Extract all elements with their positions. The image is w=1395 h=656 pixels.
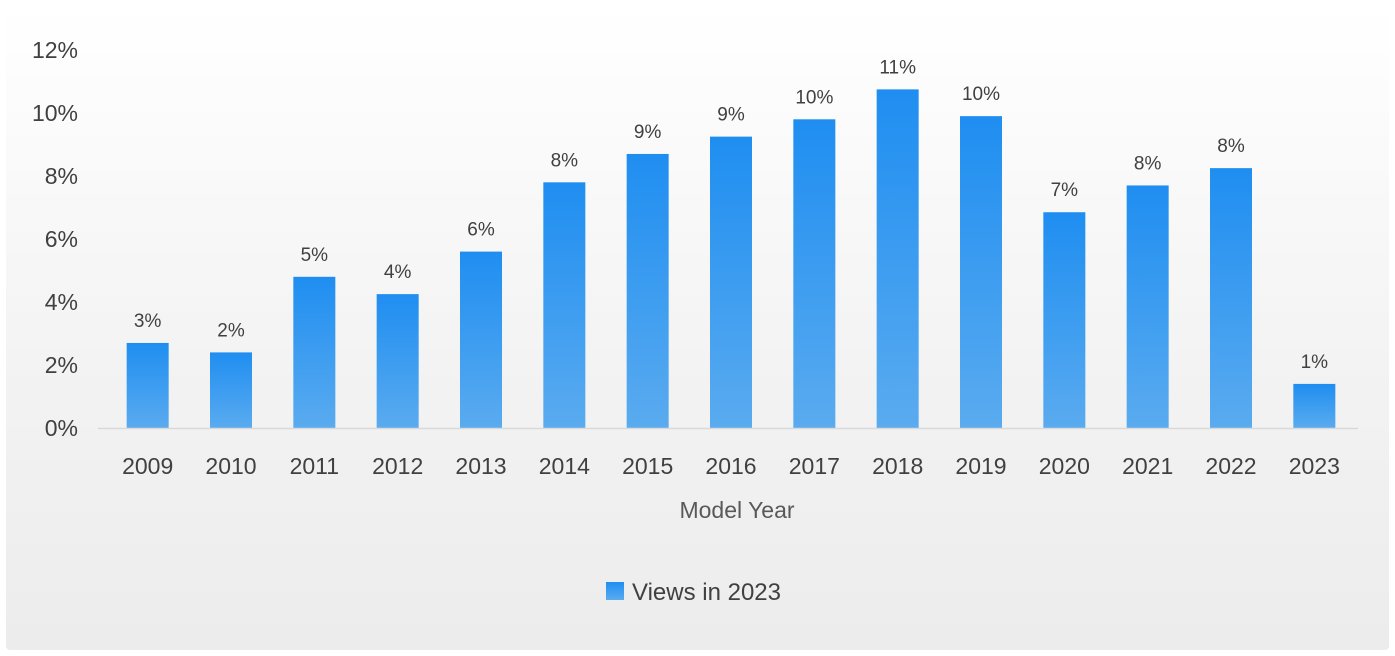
bar-2013	[460, 251, 502, 428]
y-tick-label: 6%	[45, 226, 78, 252]
data-label-2011: 5%	[301, 245, 329, 266]
x-tick-label: 2013	[455, 453, 506, 479]
bar-2019	[960, 116, 1002, 429]
bar-2022	[1210, 168, 1252, 428]
data-labels: 3% 2% 5% 4% 6% 8% 9% 9% 10% 11% 10% 7% 8% 8% 1%	[134, 57, 1328, 373]
bar-2011	[293, 276, 336, 428]
y-tick-label: 0%	[45, 415, 78, 441]
data-label-2023: 1%	[1301, 352, 1329, 373]
data-label-2019: 10%	[962, 84, 1000, 105]
x-tick-label: 2023	[1289, 453, 1340, 479]
x-tick-label: 2022	[1205, 453, 1256, 479]
legend-label: Views in 2023	[632, 579, 781, 606]
data-label-2014: 8%	[551, 150, 579, 171]
bar-2021	[1126, 185, 1169, 428]
y-tick-label: 10%	[32, 100, 78, 126]
y-tick-label: 12%	[32, 37, 78, 63]
bar-2015	[626, 153, 669, 428]
bar-2023	[1293, 383, 1336, 428]
bar-2009	[126, 342, 169, 428]
data-label-2016: 9%	[717, 105, 745, 126]
y-tick-label: 8%	[45, 163, 78, 189]
x-tick-label: 2020	[1039, 453, 1090, 479]
data-label-2017: 10%	[795, 87, 833, 108]
x-axis: 2009 2010 2011 2012 2013 2014 2015 2016 2017 2018…	[122, 453, 1340, 479]
bar-2014	[543, 182, 586, 428]
x-tick-label: 2012	[372, 453, 423, 479]
y-tick-label: 4%	[45, 289, 78, 315]
data-label-2012: 4%	[384, 262, 412, 283]
x-tick-label: 2018	[872, 453, 923, 479]
x-tick-label: 2011	[290, 453, 339, 479]
chart-area: 0% 2% 4% 6% 8% 10% 12% 3% 2% 5% 4% 6% 8% 9% 9% 10% 11% 1…	[6, 6, 1389, 650]
x-axis-title: Model Year	[679, 497, 794, 523]
data-label-2010: 2%	[217, 320, 245, 341]
x-tick-label: 2015	[622, 453, 673, 479]
data-label-2015: 9%	[634, 122, 662, 143]
x-tick-label: 2010	[205, 453, 256, 479]
data-label-2022: 8%	[1217, 136, 1245, 157]
x-tick-label: 2019	[955, 453, 1006, 479]
y-tick-label: 2%	[45, 352, 78, 378]
data-label-2013: 6%	[467, 220, 495, 241]
x-tick-label: 2016	[705, 453, 756, 479]
data-label-2009: 3%	[134, 311, 162, 332]
bar-2016	[710, 136, 752, 428]
bar-2012	[376, 294, 419, 428]
bars	[126, 89, 1336, 429]
y-axis: 0% 2% 4% 6% 8% 10% 12%	[32, 37, 78, 441]
legend-swatch	[606, 582, 624, 600]
bar-2018	[876, 89, 919, 428]
x-tick-label: 2009	[122, 453, 173, 479]
data-label-2018: 11%	[879, 57, 916, 78]
bar-2020	[1043, 212, 1086, 428]
bar-2017	[793, 119, 836, 429]
x-tick-label: 2017	[789, 453, 840, 479]
x-tick-label: 2014	[539, 453, 590, 479]
data-label-2020: 7%	[1051, 180, 1079, 201]
x-tick-label: 2021	[1122, 453, 1173, 479]
data-label-2021: 8%	[1134, 153, 1162, 174]
bar-2010	[210, 352, 252, 428]
bar-chart: 0% 2% 4% 6% 8% 10% 12% 3% 2% 5% 4% 6% 8% 9% 9% 10% 11% 1…	[32, 37, 1358, 606]
legend: Views in 2023	[606, 579, 781, 606]
